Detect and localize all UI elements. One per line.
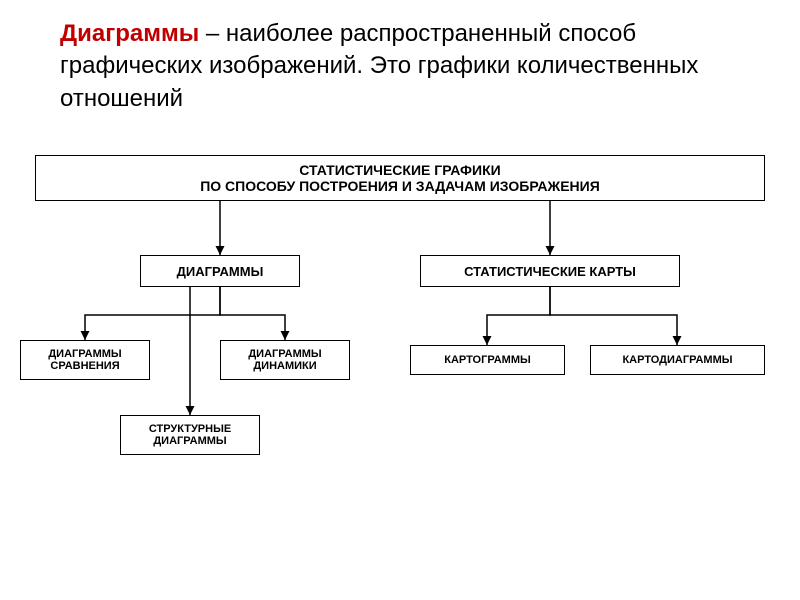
comp-line2: СРАВНЕНИЯ: [50, 360, 119, 372]
hierarchy-chart: СТАТИСТИЧЕСКИЕ ГРАФИКИ ПО СПОСОБУ ПОСТРО…: [20, 155, 780, 495]
diagrams-label: ДИАГРАММЫ: [177, 264, 264, 279]
struct-line1: СТРУКТУРНЫЕ: [149, 423, 231, 435]
dyn-line2: ДИНАМИКИ: [253, 360, 316, 372]
statmaps-label: СТАТИСТИЧЕСКИЕ КАРТЫ: [464, 264, 636, 279]
node-root: СТАТИСТИЧЕСКИЕ ГРАФИКИ ПО СПОСОБУ ПОСТРО…: [35, 155, 765, 201]
root-line2: ПО СПОСОБУ ПОСТРОЕНИЯ И ЗАДАЧАМ ИЗОБРАЖЕ…: [200, 178, 600, 194]
node-cartodiagram: КАРТОДИАГРАММЫ: [590, 345, 765, 375]
cartodiagram-label: КАРТОДИАГРАММЫ: [622, 354, 732, 366]
dyn-line1: ДИАГРАММЫ: [248, 348, 321, 360]
page-heading: Диаграммы – наиболее распространенный сп…: [60, 18, 760, 115]
cartogram-label: КАРТОГРАММЫ: [444, 354, 531, 366]
heading-keyword: Диаграммы: [60, 20, 199, 47]
node-struct: СТРУКТУРНЫЕ ДИАГРАММЫ: [120, 415, 260, 455]
node-statmaps: СТАТИСТИЧЕСКИЕ КАРТЫ: [420, 255, 680, 287]
root-line1: СТАТИСТИЧЕСКИЕ ГРАФИКИ: [299, 162, 500, 178]
node-cartogram: КАРТОГРАММЫ: [410, 345, 565, 375]
node-comp: ДИАГРАММЫ СРАВНЕНИЯ: [20, 340, 150, 380]
node-diagrams: ДИАГРАММЫ: [140, 255, 300, 287]
struct-line2: ДИАГРАММЫ: [153, 435, 226, 447]
comp-line1: ДИАГРАММЫ: [48, 348, 121, 360]
node-dyn: ДИАГРАММЫ ДИНАМИКИ: [220, 340, 350, 380]
